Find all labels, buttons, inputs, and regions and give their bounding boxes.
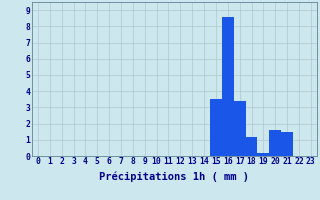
Bar xyxy=(234,101,246,156)
X-axis label: Précipitations 1h ( mm ): Précipitations 1h ( mm ) xyxy=(100,172,249,182)
Bar xyxy=(246,137,258,156)
Bar xyxy=(222,17,234,156)
Bar xyxy=(258,153,269,156)
Bar xyxy=(210,99,222,156)
Bar xyxy=(269,130,281,156)
Bar xyxy=(281,132,293,156)
